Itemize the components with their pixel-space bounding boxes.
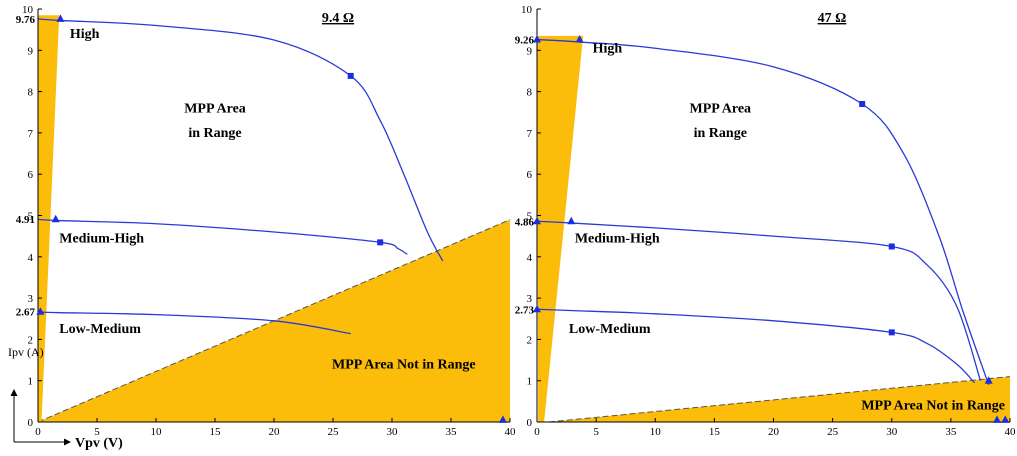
x-tick-label: 15 [210, 426, 222, 438]
x-tick-label: 40 [1005, 426, 1017, 438]
annotation-label: in Range [188, 126, 241, 141]
x-tick-label: 20 [269, 426, 281, 438]
annotation-label: in Range [694, 126, 747, 141]
y-marked-value-label: 2.73 [515, 304, 535, 316]
annotation-label: MPP Area Not in Range [861, 399, 1005, 414]
x-tick-label: 40 [505, 426, 517, 438]
series-line-low-medium [37, 311, 351, 335]
y-tick-label: 0 [527, 417, 533, 429]
x-tick-label: 20 [768, 426, 780, 438]
y-marked-value-label: 9.26 [515, 35, 535, 47]
shaded-region-1-0 [537, 35, 584, 422]
shaded-region-0-1 [38, 15, 60, 422]
x-tick-label: 30 [387, 426, 399, 438]
square-marker [347, 72, 354, 79]
annotation-label: High [593, 41, 623, 56]
triangle-marker [1001, 415, 1010, 423]
y-tick-label: 10 [22, 4, 34, 16]
y-tick-label: 7 [527, 128, 533, 140]
square-marker [888, 329, 895, 336]
x-tick-label: 0 [35, 426, 41, 438]
annotation-label: MPP Area [184, 101, 246, 116]
annotation-label: MPP Area [690, 101, 752, 116]
annotation-label: Low-Medium [569, 322, 651, 337]
y-marked-value-label: 2.67 [16, 307, 36, 319]
shaded-region-1-1 [548, 376, 1010, 422]
y-tick-label: 5 [28, 211, 34, 223]
y-tick-label: 9 [28, 45, 34, 57]
y-tick-label: 3 [28, 293, 34, 305]
annotation-label: Medium-High [59, 231, 144, 246]
x-tick-label: 35 [446, 426, 458, 438]
y-tick-label: 9 [527, 45, 533, 57]
y-tick-label: 8 [527, 87, 533, 99]
triangle-marker [575, 35, 584, 43]
triangle-marker [533, 35, 541, 43]
y-tick-label: 8 [28, 87, 34, 99]
annotation-label: High [70, 27, 100, 42]
x-tick-label: 30 [886, 426, 898, 438]
x-tick-label: 10 [151, 426, 163, 438]
x-tick-label: 35 [945, 426, 957, 438]
y-marked-value-label: 4.91 [16, 214, 35, 226]
y-tick-label: 2 [28, 334, 34, 346]
x-axis-label-group: Vpv (V) [10, 389, 123, 451]
x-tick-label: 15 [709, 426, 721, 438]
x-tick-label: 5 [593, 426, 599, 438]
y-tick-label: 4 [527, 252, 533, 264]
triangle-marker [567, 216, 576, 225]
square-marker [377, 239, 384, 246]
y-tick-label: 1 [28, 376, 34, 388]
annotation-label: MPP Area Not in Range [332, 357, 476, 372]
y-axis-label-group: Ipv (A) [8, 345, 44, 359]
chart-title: 9.4 Ω [322, 11, 354, 26]
square-marker [859, 100, 866, 107]
triangle-marker [533, 216, 541, 225]
chart-title: 47 Ω [818, 11, 847, 26]
triangle-marker [984, 376, 993, 384]
triangle-marker [56, 14, 65, 22]
annotation-label: Low-Medium [59, 322, 141, 337]
triangle-marker [36, 307, 45, 315]
triangle-marker [51, 214, 60, 223]
x-tick-label: 10 [650, 426, 662, 438]
y-tick-label: 6 [527, 169, 533, 181]
y-tick-label: 4 [28, 252, 34, 264]
region-boundary-1 [548, 376, 1011, 423]
panel-left: 0 5 10 15 20 25 30 35 400123456789109.764.912.67… [16, 4, 516, 438]
series-line-low-medium [536, 308, 975, 384]
annotation-label: Medium-High [575, 231, 660, 246]
x-tick-label: 25 [328, 426, 340, 438]
y-tick-label: 0 [28, 417, 34, 429]
x-tick-label: 0 [534, 426, 540, 438]
panel-right: 0 5 10 15 20 25 30 35 40 0 1 2 3 4 5 6 7 8 9 10 9.26 4.86 2.73… [515, 4, 1016, 438]
y-tick-label: 7 [28, 128, 34, 140]
square-marker [888, 243, 895, 250]
x-axis-label-vpv: Vpv (V) [75, 436, 123, 451]
y-tick-label: 3 [527, 293, 533, 305]
y-tick-label: 2 [527, 334, 533, 346]
x-axis-arrow-head [64, 438, 71, 446]
y-tick-label: 10 [521, 4, 533, 16]
x-tick-label: 5 [94, 426, 100, 438]
triangle-marker [533, 304, 541, 313]
y-marked-value-label: 9.76 [16, 14, 36, 26]
series-line-high [37, 18, 444, 262]
series-line-medium-high [536, 220, 982, 381]
triangle-marker [992, 415, 1001, 423]
y-tick-label: 1 [527, 376, 533, 388]
triangle-marker [498, 415, 507, 423]
y-tick-label: 6 [28, 169, 34, 181]
y-marked-value-label: 4.86 [515, 216, 535, 228]
y-tick-label: 5 [527, 211, 533, 223]
y-axis-arrow-head [10, 389, 18, 396]
x-tick-label: 25 [827, 426, 839, 438]
y-axis-label-ipv: Ipv (A) [8, 345, 44, 359]
